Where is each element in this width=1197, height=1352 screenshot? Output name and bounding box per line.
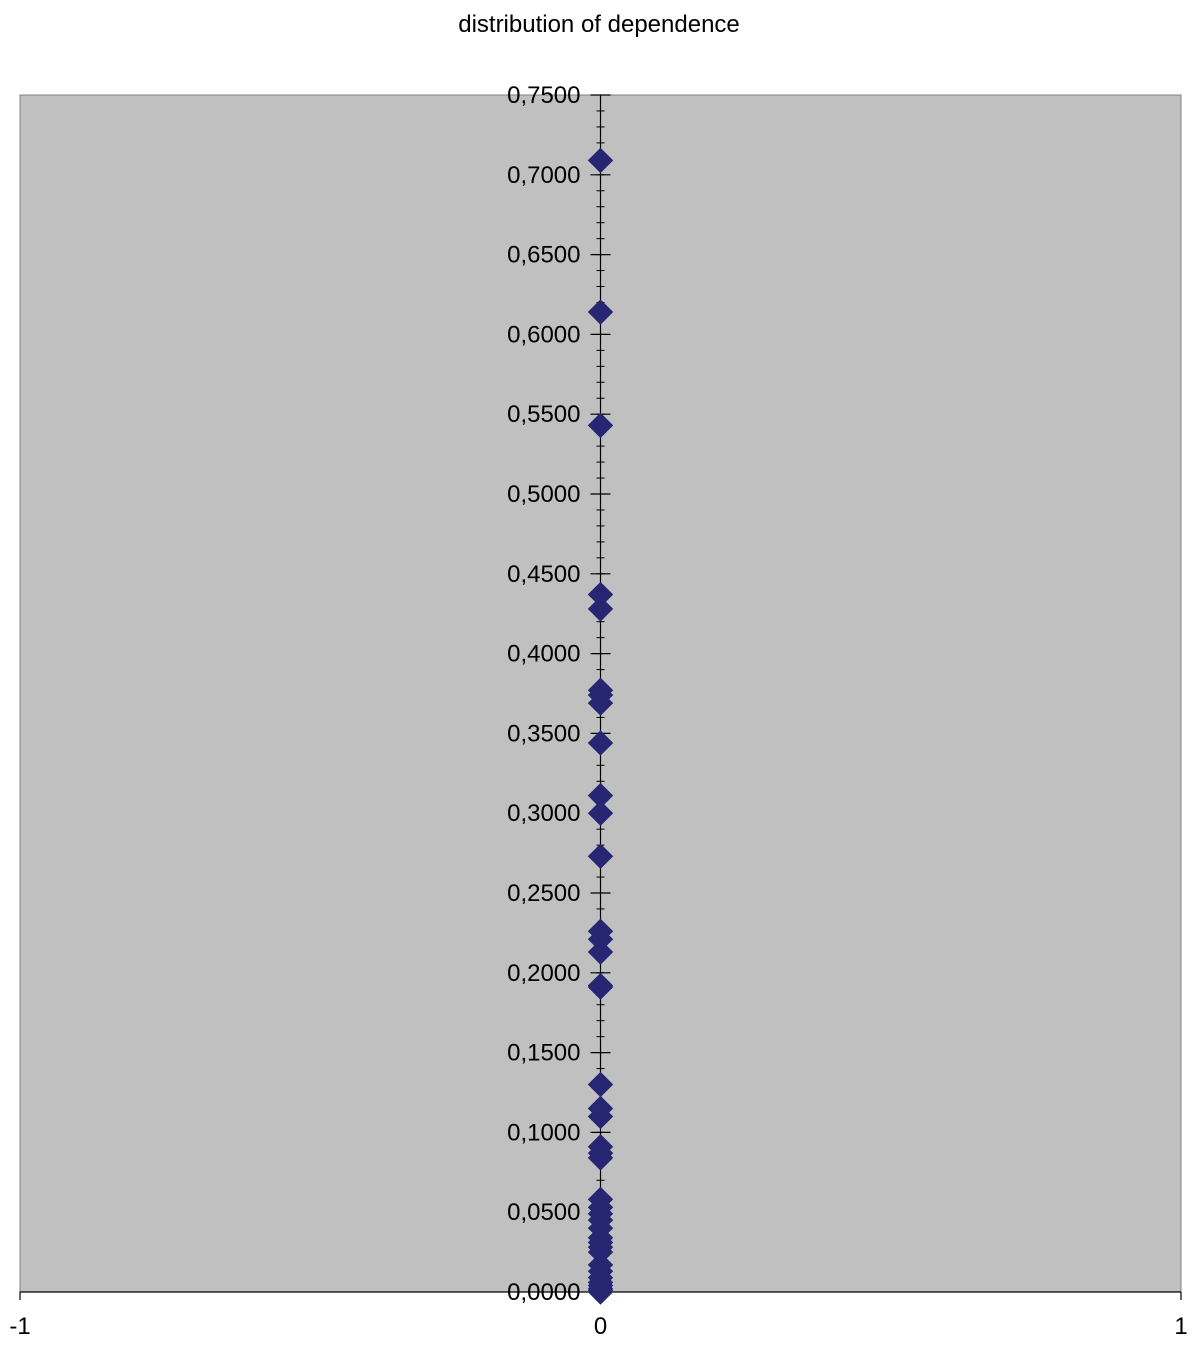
y-tick-label: 0,1000 (507, 1119, 580, 1146)
data-point (587, 800, 614, 826)
data-point (587, 1103, 614, 1130)
y-tick-label: 0,7500 (507, 82, 580, 109)
y-tick-label: 0,0500 (507, 1199, 580, 1226)
y-tick-label: 0,6500 (507, 242, 580, 269)
data-point (587, 1145, 614, 1171)
y-tick-label: 0,3500 (507, 720, 580, 747)
data-point (587, 974, 614, 1000)
data-point (587, 1279, 614, 1305)
y-tick-label: 0,2500 (507, 880, 580, 907)
y-tick-label: 0,0000 (507, 1279, 580, 1306)
y-tick-label: 0,1500 (507, 1040, 580, 1067)
y-tick-label: 0,5500 (507, 401, 580, 428)
y-tick-label: 0,7000 (507, 162, 580, 189)
x-tick-label: -1 (9, 1313, 30, 1340)
axes: -1 0 1 0,0000 0,0500 0,1000 0,1500 0,2000 0,2500… (9, 82, 1187, 1340)
y-tick-label: 0,6000 (507, 321, 580, 348)
x-tick-label: 0 (594, 1313, 607, 1340)
chart-title: distribution of dependence (458, 11, 740, 38)
data-point (587, 596, 614, 622)
data-point (587, 147, 614, 174)
data-point (587, 690, 614, 716)
y-tick-label: 0,2000 (507, 960, 580, 987)
y-tick-label: 0,5000 (507, 481, 580, 508)
y-tick-label: 0,4500 (507, 561, 580, 588)
x-tick-label: 1 (1174, 1313, 1187, 1340)
data-point (587, 412, 614, 439)
data-point (587, 730, 614, 756)
data-points (587, 147, 614, 1305)
data-point (587, 843, 614, 869)
data-point (587, 299, 614, 325)
data-point (587, 939, 614, 965)
y-tick-label: 0,3000 (507, 800, 580, 827)
y-tick-label: 0,4000 (507, 641, 580, 668)
